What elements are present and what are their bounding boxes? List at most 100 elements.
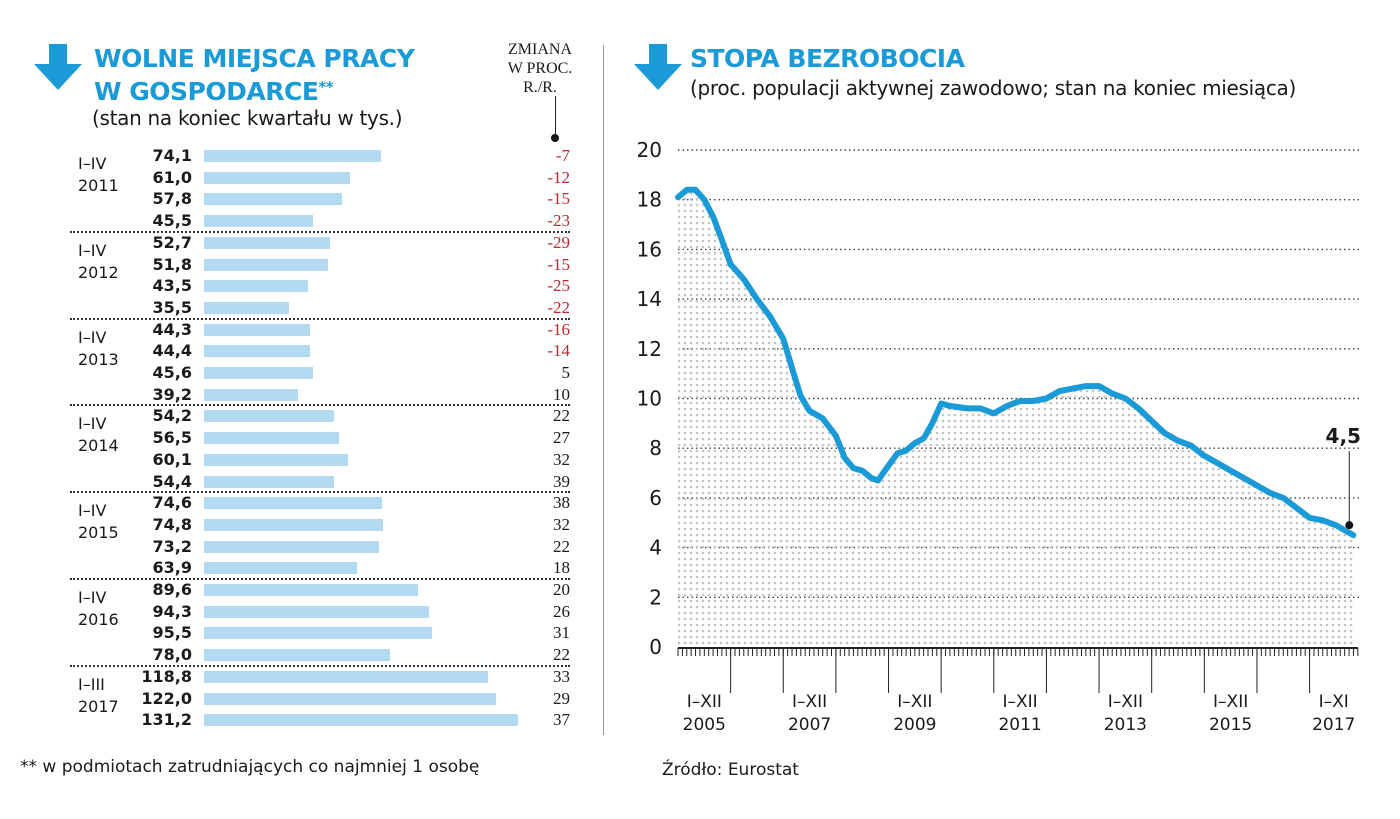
yoy-change-label: -15: [547, 254, 570, 274]
vacancy-bar: [204, 432, 340, 445]
bar-row: 78,0 22: [0, 644, 600, 666]
vacancy-bar: [204, 453, 348, 466]
bar-value-label: 89,6: [152, 580, 192, 599]
vacancy-bar: [204, 388, 298, 401]
source-note: Źródło: Eurostat: [662, 760, 799, 780]
bar-value-label: 45,5: [152, 211, 192, 231]
bar-row: 74,8 32: [0, 514, 600, 536]
bar-row: 56,5 27: [0, 427, 600, 449]
bar-row: 45,6 5: [0, 362, 600, 384]
bar-row: 52,7 -29: [0, 232, 600, 254]
group-separator: [70, 578, 570, 580]
period-label-year: 2013: [78, 349, 119, 369]
yoy-change-label: 22: [553, 406, 570, 426]
y-tick-label: 12: [637, 337, 662, 361]
group-separator: [70, 491, 570, 494]
bar-row: 63,9 18: [0, 557, 600, 579]
bar-value-label: 94,3: [152, 601, 192, 621]
vacancy-bar: [204, 562, 357, 575]
last-value-dot: [1345, 521, 1354, 530]
x-tick-label-year: 2015: [1209, 715, 1252, 735]
last-value-label: 4,5: [1326, 424, 1361, 448]
left-title: WOLNE MIEJSCA PRACY W GOSPODARCE**: [94, 44, 415, 106]
yoy-change-label: 22: [553, 536, 570, 556]
bar-row: 122,0 29: [0, 688, 600, 710]
period-label-range: I–IV: [78, 501, 107, 521]
period-label: I–III 2017: [78, 674, 119, 718]
bar-row: 73,2 22: [0, 536, 600, 558]
group-separator: [70, 230, 570, 233]
bar-value-label: 78,0: [152, 645, 192, 665]
yoy-change-label: 32: [553, 514, 570, 534]
yoy-change-label: 20: [553, 580, 570, 599]
x-tick-label-range: I–XII: [792, 692, 827, 712]
vacancy-bar: [204, 670, 488, 683]
y-tick-label: 0: [649, 635, 662, 659]
bar-value-label: 45,6: [152, 363, 192, 382]
vacancy-bar: [204, 193, 343, 206]
x-tick-label-range: I–XII: [1108, 692, 1143, 712]
right-title: STOPA BEZROBOCIA: [690, 44, 965, 73]
y-axis-tick-labels: 0 2 4 6 8 10 12 14 16 18 20: [637, 138, 662, 659]
period-label-year: 2014: [78, 436, 119, 456]
bar-value-label: 54,4: [152, 471, 192, 491]
yoy-change-label: 22: [553, 645, 570, 665]
bar-row: 39,2 10: [0, 384, 600, 406]
x-tick-label-year: 2013: [1104, 715, 1147, 735]
yoy-change-label: -23: [547, 211, 570, 231]
bar-row: 89,6 20: [0, 579, 600, 601]
x-tick-label-range: I–XII: [897, 692, 932, 712]
y-tick-label: 2: [649, 585, 662, 609]
bar-row: 54,4 39: [0, 471, 600, 493]
yoy-change-label: 31: [553, 623, 570, 643]
period-label-year: 2012: [78, 262, 119, 282]
period-label: I–IV 2016: [78, 587, 119, 631]
bar-value-label: 63,9: [152, 558, 192, 578]
group-separator: [70, 317, 570, 320]
bar-row: 74,1 -7: [0, 145, 600, 167]
panel-divider: [603, 45, 604, 735]
vacancy-bar: [204, 258, 328, 271]
bar-row: 43,5 -25: [0, 275, 600, 297]
y-tick-label: 18: [637, 188, 662, 212]
bar-value-label: 35,5: [152, 297, 192, 317]
bar-row: 74,6 38: [0, 492, 600, 514]
vacancy-bar: [204, 301, 289, 314]
vacancy-bar: [204, 171, 350, 184]
x-tick-label-range: I–XII: [687, 692, 722, 712]
unemployment-series-line: [675, 186, 1357, 539]
x-tick-label-year: 2007: [788, 715, 831, 735]
period-label-year: 2011: [78, 176, 119, 195]
left-title-mark: **: [318, 78, 334, 96]
x-tick-label-year: 2017: [1312, 715, 1355, 735]
yoy-change-label: 37: [553, 710, 570, 730]
x-tick-label-range: I–XI: [1319, 692, 1349, 712]
bar-value-label: 118,8: [141, 666, 192, 686]
yoy-change-label: -14: [547, 341, 570, 361]
bar-row: 57,8 -15: [0, 188, 600, 210]
bar-value-label: 74,8: [152, 514, 192, 534]
y-tick-label: 10: [637, 387, 662, 411]
bar-row: 45,5 -23: [0, 210, 600, 232]
yoy-change-label: 10: [553, 384, 570, 404]
vacancy-bar: [204, 150, 382, 162]
bar-value-label: 131,2: [141, 710, 192, 730]
vacancy-bar: [204, 475, 335, 488]
x-tick-label-year: 2005: [683, 715, 726, 735]
bar-row: 35,5 -22: [0, 297, 600, 319]
left-title-line1: WOLNE MIEJSCA PRACY: [94, 44, 415, 73]
period-label-year: 2017: [78, 696, 119, 716]
y-tick-label: 8: [649, 436, 662, 460]
period-label-year: 2016: [78, 610, 119, 629]
change-header-line2: W PROC.: [507, 60, 573, 77]
period-label: I–IV 2015: [78, 500, 119, 544]
bar-value-label: 122,0: [141, 688, 192, 708]
change-header-dot: [551, 134, 559, 142]
yoy-change-label: 33: [553, 666, 570, 686]
bar-row: 44,3 -16: [0, 319, 600, 341]
footnote: ** w podmiotach zatrudniających co najmn…: [20, 757, 480, 777]
vacancy-bar: [204, 410, 334, 423]
yoy-change-label: 18: [553, 558, 570, 578]
bar-value-label: 60,1: [152, 449, 192, 469]
